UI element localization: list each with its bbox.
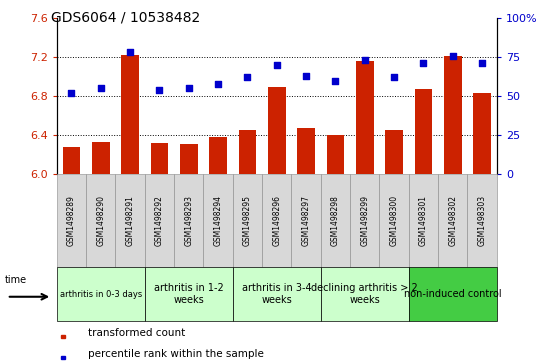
Bar (57, 267, 145, 321)
Point (419, 61, 428, 66)
Point (243, 74, 252, 80)
Bar (116, 174, 145, 267)
Text: GSM1498297: GSM1498297 (301, 195, 310, 246)
Bar (145, 267, 233, 321)
Bar (61, 335, 65, 338)
Bar (321, 174, 350, 267)
Point (302, 73, 310, 79)
Text: declining arthritis > 2
weeks: declining arthritis > 2 weeks (312, 283, 418, 305)
Bar (298, 129, 315, 174)
Text: GSM1498298: GSM1498298 (331, 195, 340, 246)
Point (214, 81, 222, 87)
Text: GSM1498292: GSM1498292 (155, 195, 164, 246)
Text: GSM1498293: GSM1498293 (184, 195, 193, 246)
Bar (415, 89, 432, 174)
Bar (151, 143, 168, 174)
Text: GSM1498295: GSM1498295 (243, 195, 252, 246)
Text: GSM1498299: GSM1498299 (360, 195, 369, 246)
Bar (386, 130, 403, 174)
Text: GSM1498303: GSM1498303 (477, 195, 487, 246)
Bar (438, 174, 468, 267)
Bar (409, 174, 438, 267)
Bar (204, 174, 233, 267)
Point (67, 90, 76, 96)
Bar (233, 174, 262, 267)
Point (448, 53, 457, 58)
Bar (174, 174, 204, 267)
Text: GDS6064 / 10538482: GDS6064 / 10538482 (51, 11, 200, 25)
Text: arthritis in 3-4
weeks: arthritis in 3-4 weeks (242, 283, 312, 305)
Text: GSM1498296: GSM1498296 (272, 195, 281, 246)
Point (96, 85, 105, 91)
Point (478, 61, 487, 66)
Bar (63, 147, 80, 174)
Bar (262, 174, 292, 267)
Text: percentile rank within the sample: percentile rank within the sample (87, 349, 264, 359)
Bar (292, 174, 321, 267)
Bar (145, 174, 174, 267)
Text: non-induced control: non-induced control (404, 289, 502, 299)
Bar (380, 174, 409, 267)
Text: GSM1498294: GSM1498294 (214, 195, 222, 246)
Bar (239, 130, 256, 174)
Bar (474, 93, 491, 174)
Bar (180, 144, 198, 174)
Bar (210, 137, 227, 174)
Text: arthritis in 0-3 days: arthritis in 0-3 days (59, 290, 142, 298)
Bar (61, 356, 65, 359)
Bar (409, 267, 497, 321)
Bar (327, 135, 344, 174)
Bar (356, 61, 374, 174)
Bar (57, 174, 86, 267)
Text: GSM1498301: GSM1498301 (419, 195, 428, 246)
Bar (86, 174, 116, 267)
Text: GSM1498302: GSM1498302 (448, 195, 457, 246)
Text: GSM1498289: GSM1498289 (67, 195, 76, 246)
Point (361, 57, 369, 63)
Text: GSM1498290: GSM1498290 (96, 195, 105, 246)
Bar (350, 174, 380, 267)
Text: GSM1498291: GSM1498291 (125, 195, 134, 246)
Text: transformed count: transformed count (87, 328, 185, 338)
Bar (268, 87, 286, 174)
Text: time: time (4, 276, 26, 285)
Bar (468, 174, 497, 267)
Bar (444, 56, 462, 174)
Bar (122, 55, 139, 174)
Point (126, 50, 134, 56)
Point (331, 78, 340, 83)
Point (390, 74, 399, 80)
Point (155, 87, 164, 93)
Point (272, 62, 281, 68)
Bar (92, 142, 110, 174)
Text: GSM1498300: GSM1498300 (389, 195, 399, 246)
Text: arthritis in 1-2
weeks: arthritis in 1-2 weeks (154, 283, 224, 305)
Bar (321, 267, 409, 321)
Bar (233, 267, 321, 321)
Point (184, 85, 193, 91)
